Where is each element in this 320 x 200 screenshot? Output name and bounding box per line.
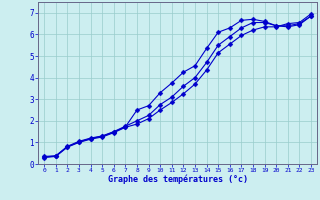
X-axis label: Graphe des températures (°c): Graphe des températures (°c) xyxy=(108,175,248,184)
